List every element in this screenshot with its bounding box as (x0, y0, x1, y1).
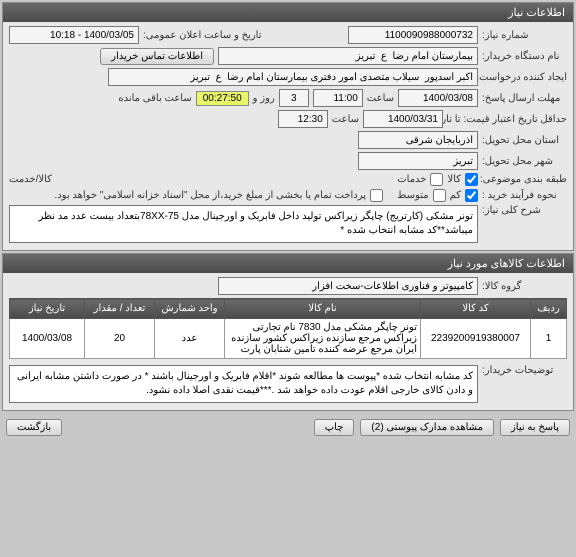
overall-desc-label: شرح کلی نیاز: (482, 205, 567, 216)
cell-qty: 20 (85, 319, 155, 359)
deadline-label: مهلت ارسال پاسخ: (482, 93, 567, 104)
creator-field (108, 68, 478, 86)
group-field (218, 277, 478, 295)
cell-code: 2239200919380007 (421, 319, 531, 359)
buyer-org-field (218, 47, 478, 65)
medium-label: متوسط (397, 190, 428, 201)
need-info-panel: اطلاعات نیاز شماره نیاز: تاریخ و ساعت اع… (2, 2, 574, 251)
buyer-org-label: نام دستگاه خریدار: (482, 51, 567, 62)
budget-label: طبقه بندی موضوعی: (482, 174, 567, 185)
buyer-contact-button[interactable]: اطلاعات تماس خریدار (100, 48, 214, 65)
days-field (279, 89, 309, 107)
items-table: ردیف کد کالا نام کالا واحد شمارش تعداد /… (9, 298, 567, 359)
creator-label: ایجاد کننده درخواست: (482, 72, 567, 83)
items-info-panel: اطلاعات کالاهای مورد نیاز گروه کالا: ردی… (2, 253, 574, 411)
province-field (358, 131, 478, 149)
deadline-date-field (398, 89, 478, 107)
partial-checkbox[interactable] (370, 189, 383, 202)
th-unit: واحد شمارش (155, 299, 225, 319)
bottom-bar: پاسخ به نیاز مشاهده مدارک پیوستی (2) چاپ… (0, 413, 576, 442)
notes-box: کد مشابه انتخاب شده *پیوست ها مطالعه شون… (9, 365, 478, 403)
group-label: گروه کالا: (482, 281, 567, 292)
print-button[interactable]: چاپ (314, 419, 355, 436)
overall-desc-box: تونر مشکی (کارتریج) چاپگر زیراکس تولید د… (9, 205, 478, 243)
city-field (358, 152, 478, 170)
saat-label-1: ساعت (367, 93, 394, 104)
saat-label-2: ساعت (332, 114, 359, 125)
deadline-time-field (313, 89, 363, 107)
table-row[interactable]: 1 2239200919380007 تونر چاپگر مشکی مدل 7… (10, 319, 567, 359)
kala-label: کالا (447, 174, 461, 185)
city-label: شهر محل تحویل: (482, 156, 567, 167)
valid-label: حداقل تاریخ اعتبار قیمت: تا تاریخ: (447, 114, 567, 125)
province-label: استان محل تحویل: (482, 135, 567, 146)
valid-time-field (278, 110, 328, 128)
valid-date-field (363, 110, 443, 128)
reply-button[interactable]: پاسخ به نیاز (500, 419, 570, 436)
th-date: تاریخ نیاز (10, 299, 85, 319)
back-button[interactable]: بازگشت (6, 419, 62, 436)
rooz-label: روز و (253, 93, 275, 104)
khadamat-label: خدمات (397, 174, 426, 185)
low-label: کم (450, 190, 461, 201)
process-label: نحوه فرآیند خرید : (482, 190, 567, 201)
need-no-field (348, 26, 478, 44)
kala-checkbox[interactable] (465, 173, 478, 186)
announce-field (9, 26, 139, 44)
khadamat-checkbox[interactable] (430, 173, 443, 186)
need-info-header: اطلاعات نیاز (3, 3, 573, 22)
kala-khadamat-label: کالا/خدمت (9, 174, 52, 185)
items-info-header: اطلاعات کالاهای مورد نیاز (3, 254, 573, 273)
medium-checkbox[interactable] (433, 189, 446, 202)
cell-n: 1 (531, 319, 567, 359)
cell-unit: عدد (155, 319, 225, 359)
notes-label: توضیحات خریدار: (482, 365, 567, 376)
need-no-label: شماره نیاز: (482, 30, 567, 41)
attachments-button[interactable]: مشاهده مدارک پیوستی (2) (360, 419, 494, 436)
timer-box: 00:27:50 (196, 91, 249, 106)
th-row: ردیف (531, 299, 567, 319)
cell-name: تونر چاپگر مشکی مدل 7830 نام تجارتی زیرا… (225, 319, 421, 359)
th-name: نام کالا (225, 299, 421, 319)
announce-label: تاریخ و ساعت اعلان عمومی: (143, 30, 262, 41)
th-qty: تعداد / مقدار (85, 299, 155, 319)
partial-label: پرداخت تمام یا بخشی از مبلغ خرید،از محل … (54, 190, 366, 201)
th-code: کد کالا (421, 299, 531, 319)
low-checkbox[interactable] (465, 189, 478, 202)
remain-label: ساعت باقی مانده (118, 93, 191, 104)
cell-date: 1400/03/08 (10, 319, 85, 359)
